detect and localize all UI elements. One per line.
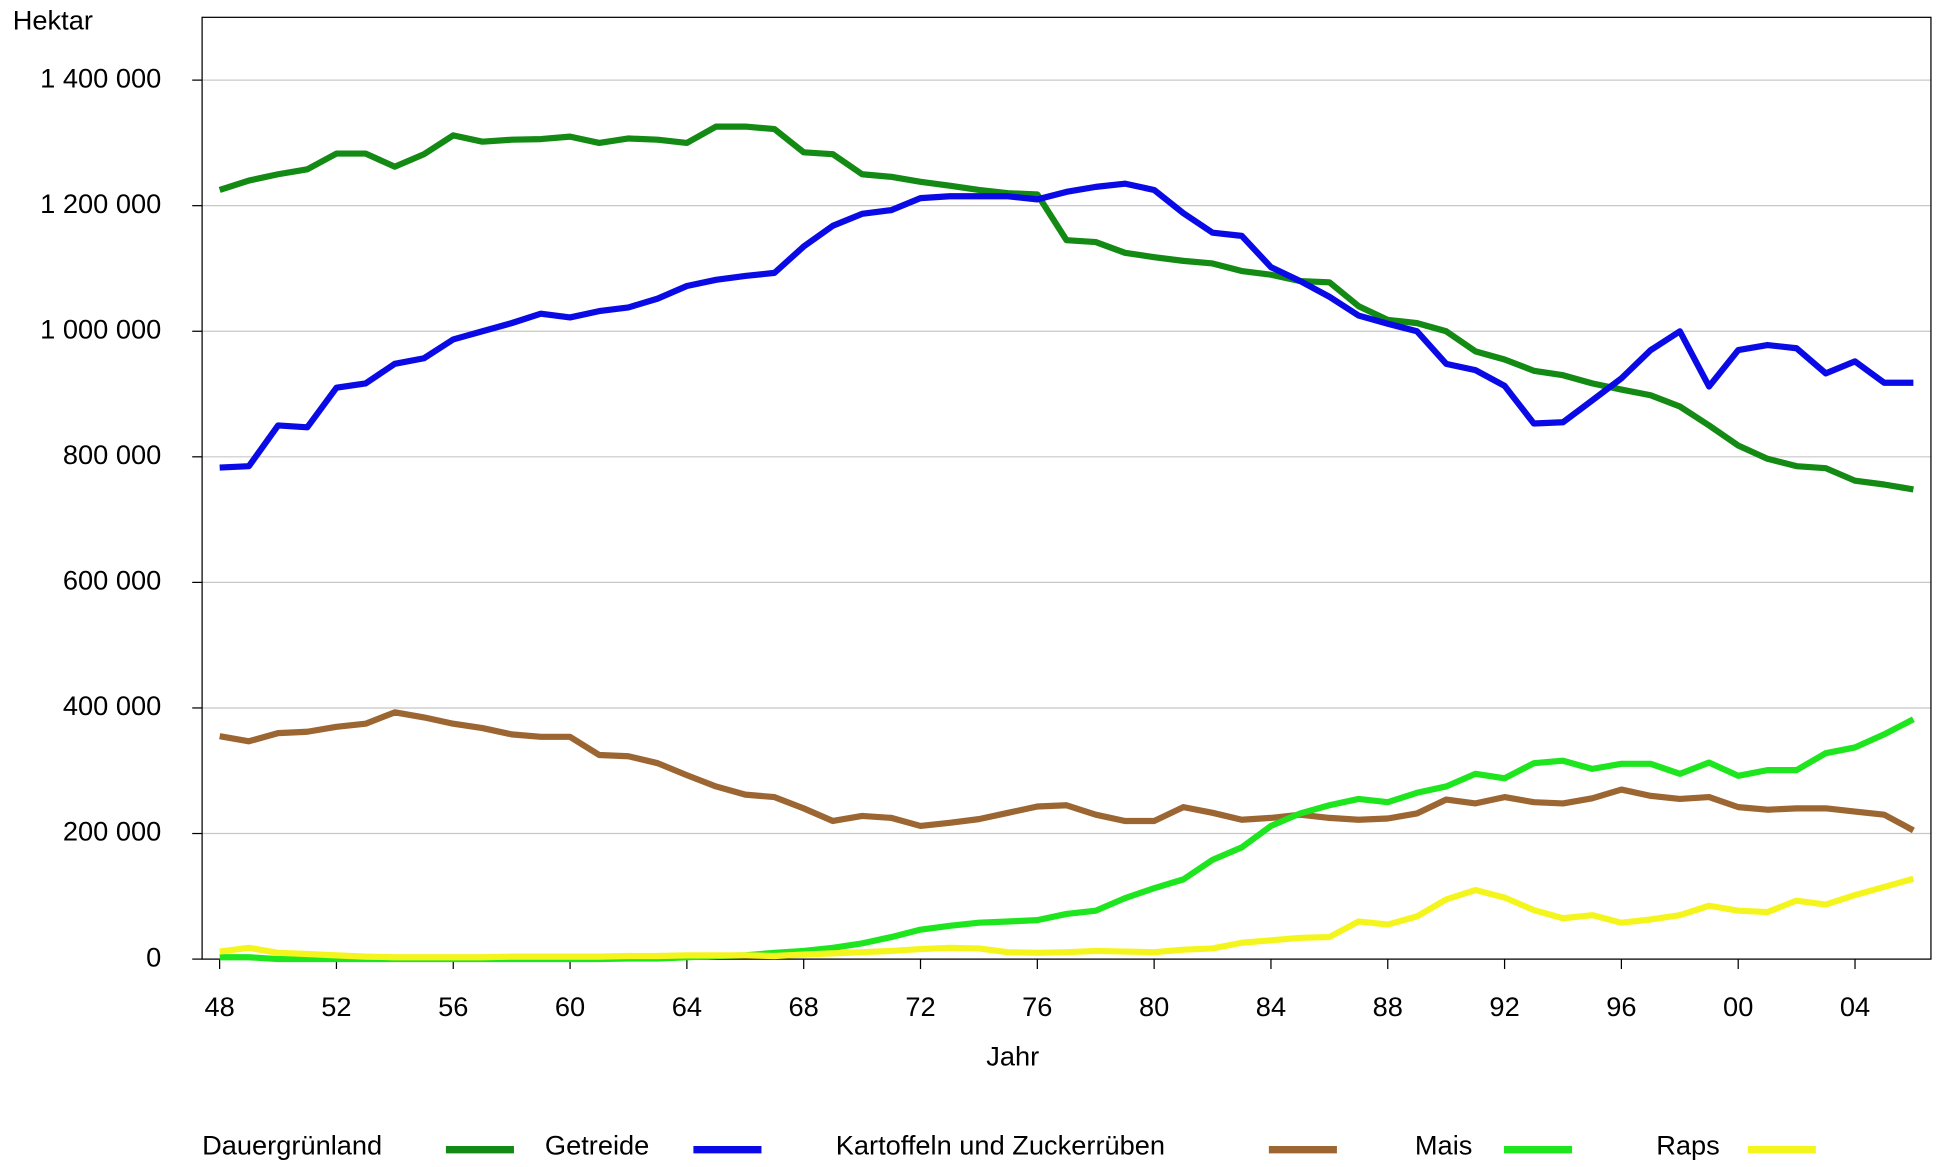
y-tick-label: 0 bbox=[146, 941, 161, 972]
y-tick-label: 600 000 bbox=[63, 565, 161, 596]
series-line bbox=[219, 875, 1915, 961]
x-tick-label: 76 bbox=[1022, 991, 1052, 1022]
legend-label: Getreide bbox=[545, 1129, 649, 1160]
x-tick-label: 84 bbox=[1256, 991, 1286, 1022]
x-tick-label: 80 bbox=[1139, 991, 1169, 1022]
y-tick-label: 800 000 bbox=[63, 439, 161, 470]
x-tick-label: 96 bbox=[1606, 991, 1636, 1022]
x-tick-label: 68 bbox=[789, 991, 819, 1022]
y-tick-label: 200 000 bbox=[63, 816, 161, 847]
plot-border bbox=[201, 16, 1932, 960]
series-line bbox=[218, 123, 1914, 493]
y-tick-label: 400 000 bbox=[63, 690, 161, 721]
x-axis-label: Jahr bbox=[986, 1040, 1039, 1071]
y-tick-label: 1 000 000 bbox=[40, 313, 161, 344]
x-tick-label: 04 bbox=[1840, 991, 1870, 1022]
x-tick-label: 56 bbox=[438, 991, 468, 1022]
x-tick-label: 72 bbox=[905, 991, 935, 1022]
x-tick-label: 92 bbox=[1489, 991, 1519, 1022]
y-axis-label: Hektar bbox=[13, 4, 93, 35]
series-line bbox=[219, 709, 1915, 834]
x-tick-label: 60 bbox=[555, 991, 585, 1022]
legend-label: Raps bbox=[1656, 1129, 1720, 1160]
x-tick-label: 88 bbox=[1373, 991, 1403, 1022]
x-tick-label: 64 bbox=[672, 991, 702, 1022]
y-tick-label: 1 400 000 bbox=[40, 62, 161, 93]
x-tick-label: 52 bbox=[321, 991, 351, 1022]
plot-area bbox=[202, 17, 1931, 960]
legend-label: Dauergrünland bbox=[202, 1129, 382, 1160]
series-line bbox=[219, 180, 1914, 471]
legend-label: Mais bbox=[1415, 1129, 1472, 1160]
x-tick-label: 48 bbox=[204, 991, 234, 1022]
x-tick-label: 00 bbox=[1723, 991, 1753, 1022]
legend-label: Kartoffeln und Zuckerrüben bbox=[836, 1129, 1165, 1160]
y-tick-label: 1 200 000 bbox=[40, 188, 161, 219]
